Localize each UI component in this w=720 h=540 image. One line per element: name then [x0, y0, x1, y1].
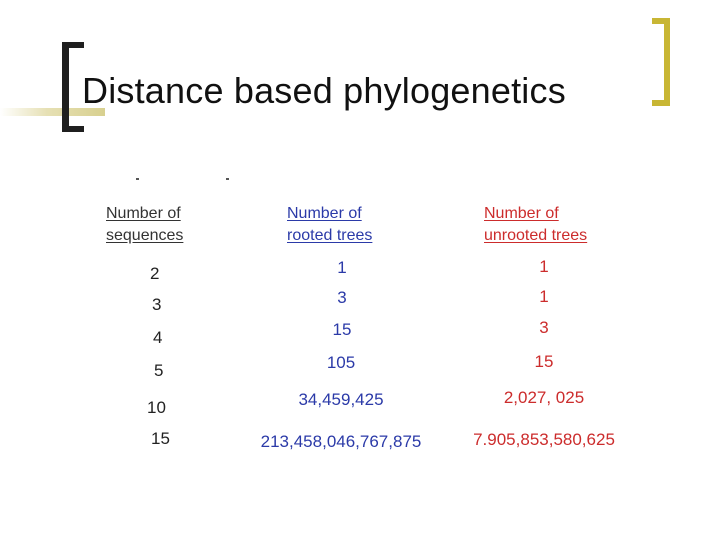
cell-rooted: 15 — [332, 320, 352, 339]
stray-mark — [136, 178, 139, 180]
header-line: sequences — [106, 227, 184, 244]
cell-rooted: 34,459,425 — [298, 390, 384, 409]
page-title: Distance based phylogenetics — [82, 70, 566, 111]
header-line: Number of — [287, 205, 362, 222]
cell-unrooted: 7.905,853,580,625 — [473, 430, 615, 449]
cell-rooted: 105 — [326, 353, 356, 372]
cell-unrooted: 15 — [534, 352, 554, 371]
header-number-of-sequences: Number of sequences — [106, 203, 183, 247]
cell-sequences: 15 — [151, 429, 170, 448]
left-bracket-decoration — [62, 42, 86, 132]
cell-rooted: 213,458,046,767,875 — [260, 432, 422, 451]
cell-rooted: 3 — [337, 288, 347, 307]
header-line: Number of — [106, 205, 181, 222]
cell-sequences: 5 — [154, 361, 164, 380]
cell-unrooted: 3 — [539, 318, 549, 337]
cell-unrooted: 2,027, 025 — [503, 388, 585, 407]
stray-mark — [226, 178, 229, 180]
cell-unrooted: 1 — [539, 287, 549, 306]
right-bracket-decoration — [650, 18, 670, 106]
cell-sequences: 3 — [152, 295, 162, 314]
header-line: Number of — [484, 205, 559, 222]
cell-sequences: 2 — [150, 264, 160, 283]
cell-rooted: 1 — [337, 258, 347, 277]
header-number-of-unrooted-trees: Number of unrooted trees — [484, 203, 587, 247]
cell-sequences: 10 — [147, 398, 166, 417]
title-accent-bar — [0, 108, 105, 116]
header-line: rooted trees — [287, 227, 373, 244]
cell-unrooted: 1 — [539, 257, 549, 276]
header-number-of-rooted-trees: Number of rooted trees — [287, 203, 372, 247]
header-line: unrooted trees — [484, 227, 588, 244]
cell-sequences: 4 — [153, 328, 163, 347]
